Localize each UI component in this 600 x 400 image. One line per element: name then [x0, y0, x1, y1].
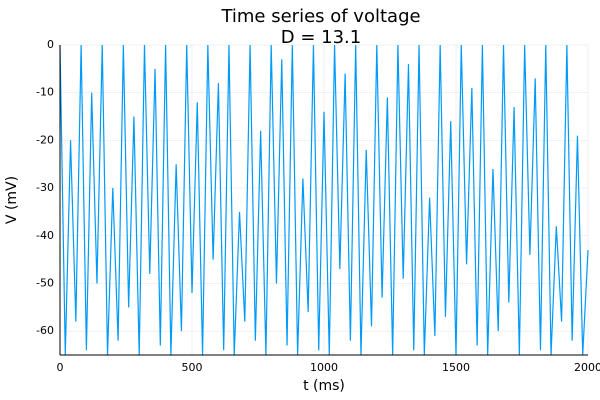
x-tick-label: 1000: [310, 361, 338, 374]
x-tick-label: 500: [182, 361, 203, 374]
x-tick-label: 2000: [574, 361, 600, 374]
chart-subtitle: D = 13.1: [281, 27, 361, 48]
y-tick-label: -20: [36, 133, 54, 146]
chart-title: Time series of voltage: [220, 6, 420, 27]
y-tick-label: -50: [36, 276, 54, 289]
y-tick-label: -40: [36, 229, 54, 242]
y-tick-label: -10: [36, 86, 54, 99]
y-tick-label: -30: [36, 181, 54, 194]
x-tick-label: 1500: [442, 361, 470, 374]
x-tick-label: 0: [57, 361, 64, 374]
line-series: [59, 44, 589, 356]
y-tick-label: -60: [36, 324, 54, 337]
y-tick-label: 0: [47, 38, 54, 51]
y-axis-label: V (mV): [4, 176, 20, 224]
x-axis-label: t (ms): [303, 378, 345, 394]
